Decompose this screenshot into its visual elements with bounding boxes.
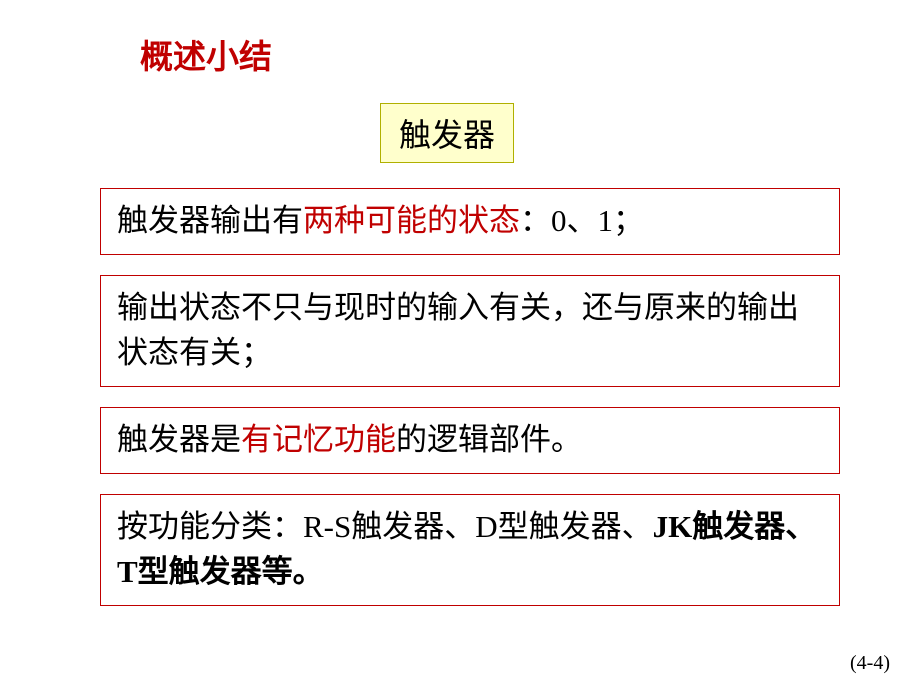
slide-container: 概述小结 触发器 触发器输出有两种可能的状态：0、1； 输出状态不只与现时的输入…: [0, 0, 920, 690]
box2-text: 输出状态不只与现时的输入有关，还与原来的输出状态有关；: [117, 290, 799, 370]
box3-part2: 的逻辑部件。: [396, 422, 582, 457]
box1-part1: 触发器输出有: [117, 203, 303, 238]
content-box-1: 触发器输出有两种可能的状态：0、1；: [100, 188, 840, 255]
box1-highlight: 两种可能的状态: [303, 203, 520, 238]
box3-highlight: 有记忆功能: [241, 422, 396, 457]
box4-part1: 按功能分类：R-S触发器、D型触发器、: [117, 509, 653, 544]
box3-part1: 触发器是: [117, 422, 241, 457]
content-box-3: 触发器是有记忆功能的逻辑部件。: [100, 407, 840, 474]
content-box-2: 输出状态不只与现时的输入有关，还与原来的输出状态有关；: [100, 275, 840, 387]
box1-part2: ：0、1；: [520, 203, 644, 238]
slide-title: 概述小结: [140, 30, 860, 78]
header-box-wrapper: 触发器: [60, 103, 860, 188]
header-box: 触发器: [380, 103, 514, 163]
page-number: (4-4): [850, 652, 890, 675]
content-box-4: 按功能分类：R-S触发器、D型触发器、JK触发器、T型触发器等。: [100, 494, 840, 606]
